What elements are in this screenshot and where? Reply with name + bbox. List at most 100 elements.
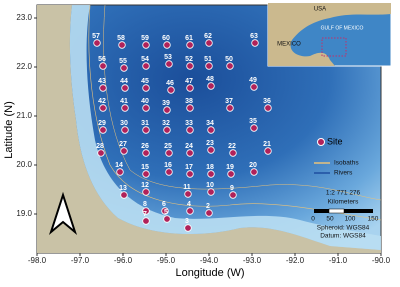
site-label: 45 [141,78,149,85]
site-marker [99,126,107,134]
site-marker [250,83,258,91]
site-label: 59 [141,35,149,42]
scale-tick-label: 50 [326,216,334,223]
site-label: 56 [98,56,106,63]
site-label: 18 [206,164,214,171]
site-marker [207,126,215,134]
inset-label: GULF OF MEXICO [321,25,364,31]
site-label: 4 [187,201,191,208]
site-label: 21 [263,141,271,148]
site-marker [226,62,234,70]
site-label: 39 [162,100,170,107]
site-label: 2 [206,203,210,210]
site-marker [250,168,258,176]
x-tick-label: -98.0 [28,256,47,265]
site-label: 29 [98,120,106,127]
site-marker [163,126,171,134]
site-label: 23 [206,140,214,147]
site-marker [142,188,150,196]
site-label: 26 [141,143,149,150]
scale-bar [328,208,345,214]
y-tick-label: 21.0 [16,111,32,120]
scale-ratio: 1:2 771 276 [326,190,361,197]
y-tick-label: 20.0 [16,160,32,169]
site-marker [121,126,129,134]
site-marker [264,104,272,112]
x-tick-label: -96.0 [114,256,133,265]
x-tick-label: -93.0 [243,256,262,265]
site-marker [142,62,150,70]
site-marker [226,104,234,112]
site-label: 15 [141,164,149,171]
site-label: 52 [185,56,193,63]
x-tick-label: -90.0 [372,256,391,265]
site-marker [205,62,213,70]
scale-tick-label: 150 [368,216,379,223]
site-marker [186,207,194,215]
site-label: 62 [204,33,212,40]
site-label: 8 [143,201,147,208]
site-marker [229,149,237,157]
site-marker [207,82,215,90]
site-label: 50 [225,56,233,63]
site-label: 38 [185,98,193,105]
site-marker [184,190,192,198]
site-label: 40 [141,98,149,105]
y-tick-label: 22.0 [16,62,32,71]
site-marker [251,39,259,47]
site-marker [264,147,272,155]
site-label: 41 [120,98,128,105]
site-label: 16 [164,162,172,169]
site-label: 12 [141,182,149,189]
site-label: 30 [120,120,128,127]
site-marker [207,188,215,196]
site-marker [121,104,129,112]
site-label: 13 [119,185,127,192]
scale-bar [344,209,373,213]
site-label: 46 [166,80,174,87]
site-label: 33 [185,120,193,127]
site-label: 32 [162,120,170,127]
site-marker [97,149,105,157]
x-tick-label: -91.0 [329,256,348,265]
site-marker [184,224,192,232]
site-label: 10 [206,182,214,189]
site-label: 9 [230,185,234,192]
site-label: 36 [263,98,271,105]
site-label: 49 [249,77,257,84]
scale-spheroid: Spheroid: WGS84 [317,225,370,232]
site-marker [142,149,150,157]
site-label: 44 [120,78,128,85]
site-label: 17 [185,164,193,171]
site-label: 25 [164,143,172,150]
y-tick-label: 23.0 [16,13,32,22]
y-axis-label: Latitude (N) [3,101,15,158]
x-axis-label: Longitude (W) [175,267,244,279]
x-tick-label: -94.0 [200,256,219,265]
scale-datum: Datum: WGS84 [320,233,366,240]
site-label: 31 [141,120,149,127]
site-marker [142,104,150,112]
site-marker [142,126,150,134]
north-arrow [48,191,78,235]
site-label: 24 [185,143,193,150]
site-label: 51 [204,56,212,63]
site-marker [118,41,126,49]
inset-label: USA [314,7,326,13]
site-label: 34 [206,120,214,127]
site-label: 47 [185,78,193,85]
site-marker [163,41,171,49]
site-label: 11 [183,184,191,191]
site-marker [186,41,194,49]
site-marker [186,62,194,70]
site-label: 19 [226,164,234,171]
site-marker [93,39,101,47]
site-marker [165,168,173,176]
site-label: 43 [98,78,106,85]
site-label: 58 [117,35,125,42]
legend-isobaths-label: Isobaths [334,160,359,167]
site-marker [142,170,150,178]
site-label: 6 [162,201,166,208]
x-tick-label: -97.0 [71,256,90,265]
